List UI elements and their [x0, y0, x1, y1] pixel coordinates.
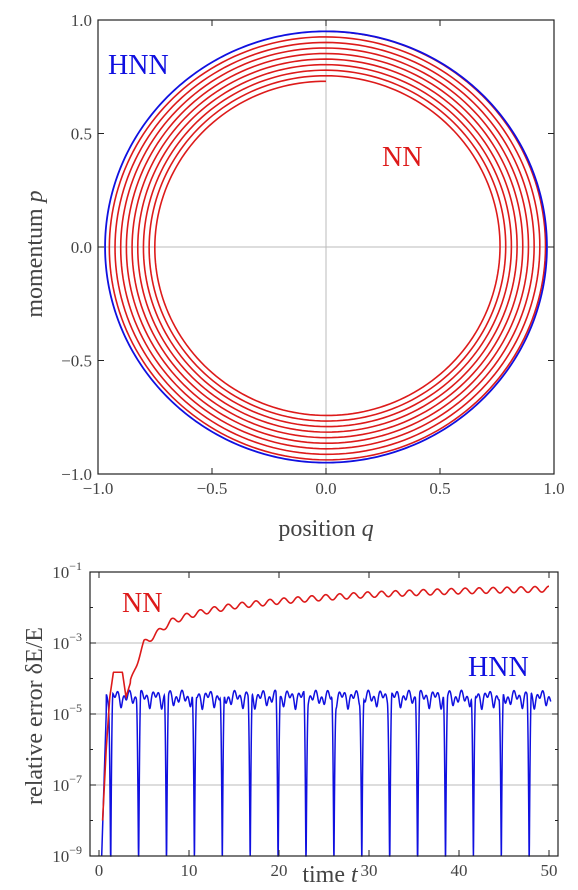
x-tick-label: 0 [95, 861, 104, 880]
hnn-error-line [100, 689, 552, 857]
y-tick-label: 1.0 [71, 11, 92, 30]
x-tick-label: 0.0 [315, 479, 336, 498]
x-tick-label: 10 [181, 861, 198, 880]
x-tick-label: 50 [541, 861, 558, 880]
y-tick-label: 10−7 [52, 772, 82, 795]
x-tick-label: 0.5 [429, 479, 450, 498]
x-axis-title: time t [302, 862, 359, 888]
energy-error-chart: 0 10 20 30 40 50 10−9 10−7 10−5 10−3 10−1 NN HNN t… [22, 559, 559, 888]
y-tick-label: 10−1 [52, 559, 82, 582]
nn-orbit-line [108, 30, 547, 461]
label-nn: NN [122, 588, 162, 619]
y-axis-title: momentum p [22, 190, 48, 317]
nn-error-line [101, 585, 550, 821]
x-tick-label: −1.0 [83, 479, 114, 498]
phase-space-chart: −1.0−1.0 −0.5 −0.5 0.0 0.0 0.5 0.5 1.0 1.0 HNN N… [22, 11, 565, 542]
label-hnn: HNN [468, 652, 529, 683]
y-tick-label: 10−3 [52, 630, 82, 653]
x-tick-label: 40 [451, 861, 468, 880]
x-tick-label: −0.5 [197, 479, 228, 498]
y-tick-label: −0.5 [61, 352, 92, 371]
y-tick-label: 10−9 [52, 843, 82, 866]
x-tick-label: 1.0 [543, 479, 564, 498]
x-tick-label: 30 [361, 861, 378, 880]
x-tick-label: 20 [271, 861, 288, 880]
label-hnn: HNN [108, 50, 169, 81]
y-tick-label: 10−5 [52, 701, 82, 724]
x-axis-title: position q [278, 516, 373, 542]
y-tick-label: 0.5 [71, 125, 92, 144]
y-axis-title: relative error δE/E [22, 627, 48, 805]
hnn-orbit-line [104, 30, 548, 464]
y-tick-label: 0.0 [71, 238, 92, 257]
y-tick-label: −1.0 [61, 465, 92, 484]
label-nn: NN [382, 142, 422, 173]
